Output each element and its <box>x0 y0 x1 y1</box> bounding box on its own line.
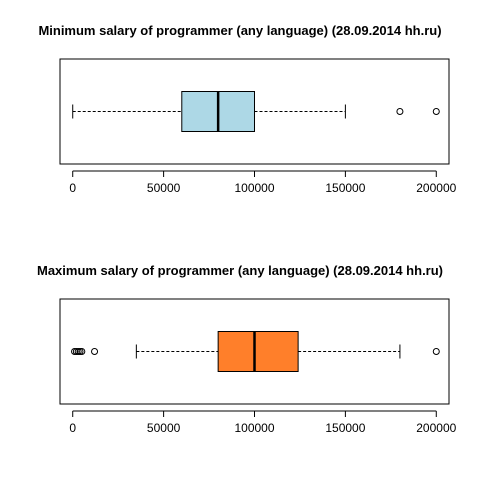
x-tick-label: 200000 <box>416 421 456 435</box>
chart-panel-minimum: Minimum salary of programmer (any langua… <box>38 23 457 195</box>
outlier-point <box>78 348 86 355</box>
boxplot-minimum-salary: 0 50000 100000 150000 200000 <box>59 58 457 195</box>
outlier-point <box>396 108 404 115</box>
plot-frame <box>59 298 450 405</box>
outlier-point <box>72 348 80 355</box>
iqr-box <box>217 331 299 372</box>
x-tick-label: 100000 <box>234 181 274 195</box>
chart-panel-maximum: Maximum salary of programmer (any langua… <box>0 240 480 480</box>
x-tick-label: 0 <box>69 421 76 435</box>
outlier-point <box>432 108 440 115</box>
x-tick-label: 150000 <box>325 421 365 435</box>
outlier-point <box>76 348 84 355</box>
x-tick-label: 0 <box>69 181 76 195</box>
x-tick-label: 50000 <box>147 181 181 195</box>
plot-frame <box>59 58 450 165</box>
x-tick-label: 50000 <box>147 421 181 435</box>
x-tick-label: 100000 <box>234 421 274 435</box>
chart-title: Maximum salary of programmer (any langua… <box>36 263 444 278</box>
outlier-point <box>74 348 82 355</box>
outlier-point <box>432 348 440 355</box>
outlier-point <box>91 348 99 355</box>
x-tick-label: 150000 <box>325 181 365 195</box>
x-tick-label: 200000 <box>416 181 456 195</box>
boxplot-maximum-salary: 0 50000 100000 150000 200000 <box>59 298 457 435</box>
outlier-point <box>71 348 79 355</box>
chart-title: Minimum salary of programmer (any langua… <box>38 23 442 38</box>
